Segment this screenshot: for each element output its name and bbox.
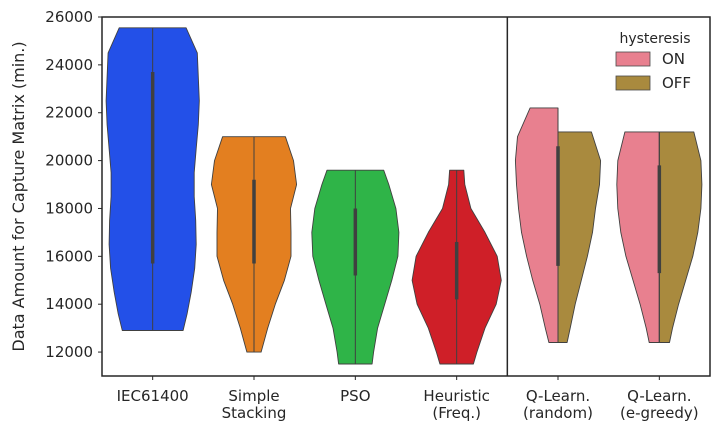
quartile-bars-group bbox=[150, 27, 662, 365]
x-tick-label: PSO bbox=[340, 387, 370, 405]
violin-5 bbox=[557, 131, 602, 343]
violin-7 bbox=[658, 131, 703, 343]
violin-6 bbox=[616, 131, 660, 343]
y-tick-label: 16000 bbox=[45, 247, 93, 265]
x-tick-label: IEC61400 bbox=[117, 387, 189, 405]
y-tick-label: 14000 bbox=[45, 295, 93, 313]
y-tick-label: 12000 bbox=[45, 343, 93, 361]
y-axis-label: Data Amount for Capture Matrix (min.) bbox=[9, 41, 28, 351]
x-tick-label-line2: (random) bbox=[523, 404, 593, 422]
y-tick-label: 26000 bbox=[45, 8, 93, 26]
plot-frame bbox=[101, 16, 711, 377]
x-tick-label-line2: Stacking bbox=[222, 404, 287, 422]
legend-label-off: OFF bbox=[662, 74, 691, 92]
legend-swatch-on bbox=[615, 51, 651, 67]
legend-label-on: ON bbox=[662, 50, 685, 68]
y-tick-label: 18000 bbox=[45, 199, 93, 217]
x-tick-label: Q-Learn. bbox=[526, 387, 590, 405]
y-tick-label: 24000 bbox=[45, 56, 93, 74]
x-tick-label: Q-Learn. bbox=[627, 387, 691, 405]
legend-title: hysteresis bbox=[619, 31, 690, 47]
violin-4 bbox=[514, 107, 559, 343]
y-tick-label: 22000 bbox=[45, 104, 93, 122]
x-tick-label-line2: (Freq.) bbox=[432, 404, 481, 422]
legend: hysteresis ON OFF bbox=[615, 31, 691, 92]
y-tick-label: 20000 bbox=[45, 152, 93, 170]
x-tick-label: Heuristic bbox=[423, 387, 489, 405]
x-tick-label: Simple bbox=[228, 387, 279, 405]
y-axis-ticks: 12000 14000 16000 18000 20000 22000 24000 26000 bbox=[45, 8, 102, 361]
legend-swatch-off bbox=[615, 75, 651, 91]
x-tick-label-line2: (e-greedy) bbox=[620, 404, 699, 422]
